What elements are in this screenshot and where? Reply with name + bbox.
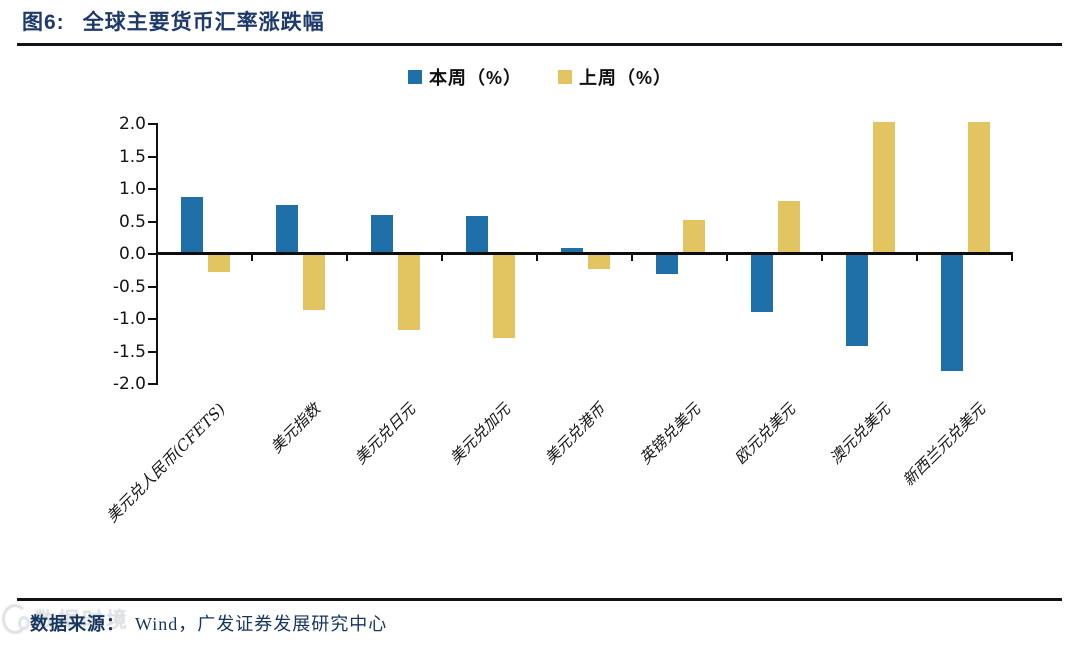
bar-last-week [588,255,610,270]
bar-this-week [656,255,678,274]
y-axis-tick [148,350,157,353]
bar-last-week [303,255,325,311]
x-axis-boundary-tick [631,255,633,261]
x-axis-category-label: 欧元兑美元 [730,400,799,468]
y-axis-tick-label: 1.5 [118,146,146,167]
x-axis-category-label: 美元兑人民币(CFETS) [102,400,229,526]
bar-this-week [276,204,298,252]
legend-swatch-this-week-icon [407,70,422,84]
footer-source-label: 数据来源： [30,614,125,634]
y-axis-tick-label: 0.5 [118,211,146,232]
bar-this-week [846,255,868,346]
bar-this-week [561,248,583,252]
legend-label-this-week: 本周（%） [428,68,522,88]
figure-title-text: 全球主要货币汇率涨跌幅 [82,11,325,34]
x-axis-boundary-tick [916,255,918,261]
bar-this-week [941,255,963,372]
y-axis-tick [148,253,157,255]
y-axis-tick-label: 0.0 [118,244,146,264]
bar-this-week [751,255,773,312]
legend-label-last-week: 上周（%） [579,68,673,88]
figure-number: 图6: [22,11,65,34]
x-axis-boundary-tick [346,255,348,261]
x-axis-category-label: 美元指数 [266,400,324,457]
footer-divider [17,598,1062,601]
x-axis-category-label: 美元兑港币 [540,400,609,468]
footer-source-text: Wind，广发证券发展研究中心 [135,614,388,634]
footer-source: 数据来源： Wind，广发证券发展研究中心 [30,610,387,636]
title-divider [17,43,1062,46]
y-axis-tick [148,188,157,190]
x-axis-line [156,252,1013,255]
chart-legend: 本周（%） 上周（%） [0,64,1080,90]
y-axis-tick-label: -0.5 [112,276,146,297]
x-axis-boundary-tick [536,255,538,261]
y-axis-tick [148,318,157,320]
y-axis-tick [148,155,157,158]
y-axis-tick-label: 2.0 [118,114,146,134]
bar-last-week [208,255,230,272]
y-axis-tick [148,285,157,288]
y-axis-tick [148,383,157,385]
bar-last-week [683,219,705,252]
figure-title: 图6: 全球主要货币汇率涨跌幅 [22,6,325,36]
x-axis-boundary-tick [441,255,443,261]
legend-item-this-week: 本周（%） [407,64,522,90]
bar-last-week [778,201,800,252]
y-axis-tick [148,220,157,223]
bar-last-week [873,122,895,252]
bar-this-week [371,214,393,252]
x-axis-boundary-tick [821,255,823,261]
x-axis-boundary-tick [251,255,253,261]
bar-this-week [466,216,488,252]
y-axis-tick-label: -1.5 [112,341,146,362]
x-axis-category-label: 澳元兑美元 [825,400,894,468]
bar-this-week [181,196,203,252]
x-axis-category-label: 英镑兑美元 [635,400,704,468]
x-axis-category-label: 新西兰元兑美元 [898,400,989,490]
bar-last-week [968,122,990,252]
bar-last-week [493,255,515,339]
x-axis-boundary-tick [726,255,728,261]
x-axis-category-label: 美元兑加元 [445,400,514,468]
y-axis-tick-label: -2.0 [112,374,146,394]
y-axis-tick [148,123,157,125]
legend-swatch-last-week-icon [558,70,572,84]
x-axis-boundary-tick [1011,255,1013,261]
bar-last-week [398,255,420,330]
x-axis-category-label: 美元兑日元 [350,400,419,468]
y-axis-tick-label: -1.0 [112,309,146,329]
y-axis-tick-label: 1.0 [118,179,146,199]
legend-item-last-week: 上周（%） [558,64,672,90]
